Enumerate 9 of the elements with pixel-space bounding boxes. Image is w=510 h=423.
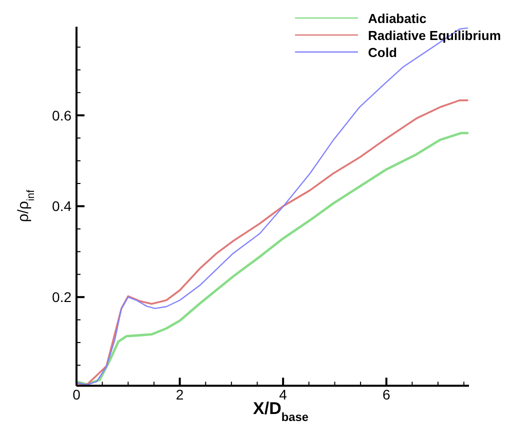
legend-label: Cold [368, 45, 397, 60]
y-tick-label: 0.6 [52, 107, 72, 124]
x-tick-label: 2 [176, 386, 184, 403]
y-tick-label: 0.2 [52, 289, 72, 306]
x-tick-label: 6 [382, 386, 390, 403]
y-tick-label: 0.4 [52, 198, 72, 214]
legend-label: Adiabatic [368, 11, 427, 26]
legend-label: Radiative Equilibrium [368, 28, 501, 43]
x-tick-label: 0 [72, 386, 81, 403]
